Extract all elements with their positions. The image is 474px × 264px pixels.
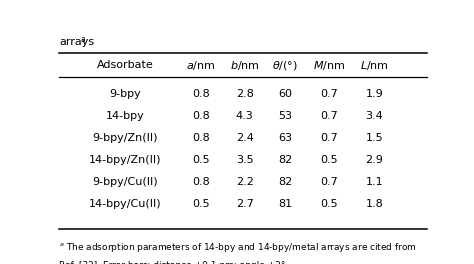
Text: arrays: arrays [59,37,94,47]
Text: 14-bpy/Cu(II): 14-bpy/Cu(II) [89,200,162,209]
Text: 82: 82 [278,177,292,187]
Text: 1.8: 1.8 [365,200,383,209]
Text: 0.8: 0.8 [192,111,210,121]
Text: 0.5: 0.5 [192,155,210,165]
Text: 60: 60 [278,89,292,99]
Text: $^{a}$ The adsorption parameters of 14-bpy and 14-bpy/metal arrays are cited fro: $^{a}$ The adsorption parameters of 14-b… [59,241,417,254]
Text: 1.9: 1.9 [365,89,383,99]
Text: 1.5: 1.5 [365,133,383,143]
Text: 4.3: 4.3 [236,111,254,121]
Text: 0.7: 0.7 [320,111,338,121]
Text: 2.8: 2.8 [236,89,254,99]
Text: 81: 81 [278,200,292,209]
Text: 0.8: 0.8 [192,89,210,99]
Text: Ref. [32]. Error bars: distance ±0.1 nm; angle ±2°.: Ref. [32]. Error bars: distance ±0.1 nm;… [59,261,289,264]
Text: 0.8: 0.8 [192,177,210,187]
Text: 1.1: 1.1 [365,177,383,187]
Text: 2.7: 2.7 [236,200,254,209]
Text: 53: 53 [278,111,292,121]
Text: 2.2: 2.2 [236,177,254,187]
Text: 0.7: 0.7 [320,89,338,99]
Text: 9-bpy: 9-bpy [109,89,141,99]
Text: 14-bpy/Zn(II): 14-bpy/Zn(II) [89,155,162,165]
Text: $\it{\theta}$/(°): $\it{\theta}$/(°) [272,59,298,72]
Text: 0.5: 0.5 [320,155,338,165]
Text: 2.4: 2.4 [236,133,254,143]
Text: $\it{M}$/nm: $\it{M}$/nm [313,59,346,72]
Text: 9-bpy/Zn(II): 9-bpy/Zn(II) [92,133,158,143]
Text: Adsorbate: Adsorbate [97,60,154,70]
Text: 2.9: 2.9 [365,155,383,165]
Text: 63: 63 [278,133,292,143]
Text: 0.7: 0.7 [320,133,338,143]
Text: 14-bpy: 14-bpy [106,111,145,121]
Text: 3.5: 3.5 [236,155,254,165]
Text: 0.8: 0.8 [192,133,210,143]
Text: 0.7: 0.7 [320,177,338,187]
Text: 9-bpy/Cu(II): 9-bpy/Cu(II) [92,177,158,187]
Text: $\it{L}$/nm: $\it{L}$/nm [360,59,389,72]
Text: $\it{b}$/nm: $\it{b}$/nm [230,59,260,72]
Text: 0.5: 0.5 [192,200,210,209]
Text: 82: 82 [278,155,292,165]
Text: 3.4: 3.4 [365,111,383,121]
Text: $\it{a}$/nm: $\it{a}$/nm [186,59,216,72]
Text: 0.5: 0.5 [320,200,338,209]
Text: a: a [81,35,86,44]
